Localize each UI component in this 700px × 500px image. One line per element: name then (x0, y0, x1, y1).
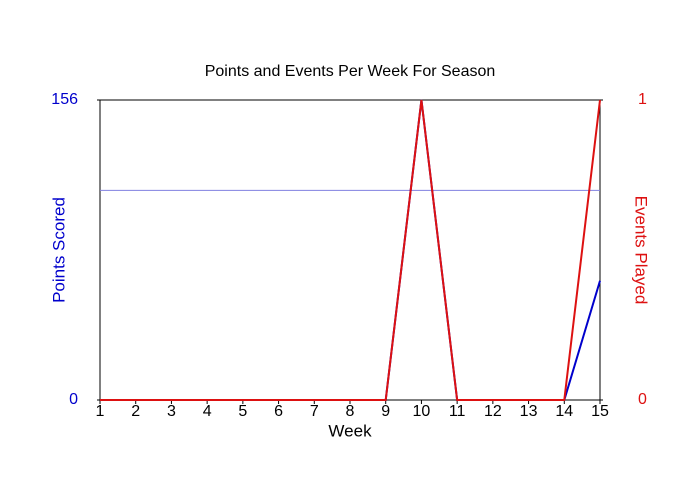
y-tick-label: 156 (51, 91, 78, 108)
x-tick-label: 12 (484, 403, 502, 420)
x-tick-label: 3 (167, 403, 176, 420)
x-tick-label: 14 (555, 403, 573, 420)
y2-tick-label: 1 (638, 91, 647, 108)
x-tick-label: 11 (449, 403, 466, 420)
series-line (100, 99, 601, 401)
y-tick-label: 0 (69, 391, 78, 408)
x-tick-label: 10 (413, 403, 431, 420)
x-tick-label: 5 (238, 403, 247, 420)
series-line (100, 99, 601, 401)
y-axis-label: Points Scored (49, 197, 68, 303)
x-tick-label: 4 (203, 403, 212, 420)
x-tick-label: 8 (346, 403, 355, 420)
x-tick-label: 13 (520, 403, 538, 420)
x-axis-label: Week (328, 421, 372, 440)
x-tick-label: 2 (131, 403, 140, 420)
y2-tick-label: 0 (638, 391, 647, 408)
y2-axis-label: Events Played (632, 196, 651, 305)
x-tick-label: 6 (274, 403, 283, 420)
plot-frame (99, 99, 601, 401)
chart-title: Points and Events Per Week For Season (205, 63, 496, 80)
x-tick-label: 15 (591, 403, 609, 420)
x-tick-label: 1 (96, 403, 105, 420)
x-tick-label: 9 (381, 403, 390, 420)
x-tick-label: 7 (310, 403, 319, 420)
